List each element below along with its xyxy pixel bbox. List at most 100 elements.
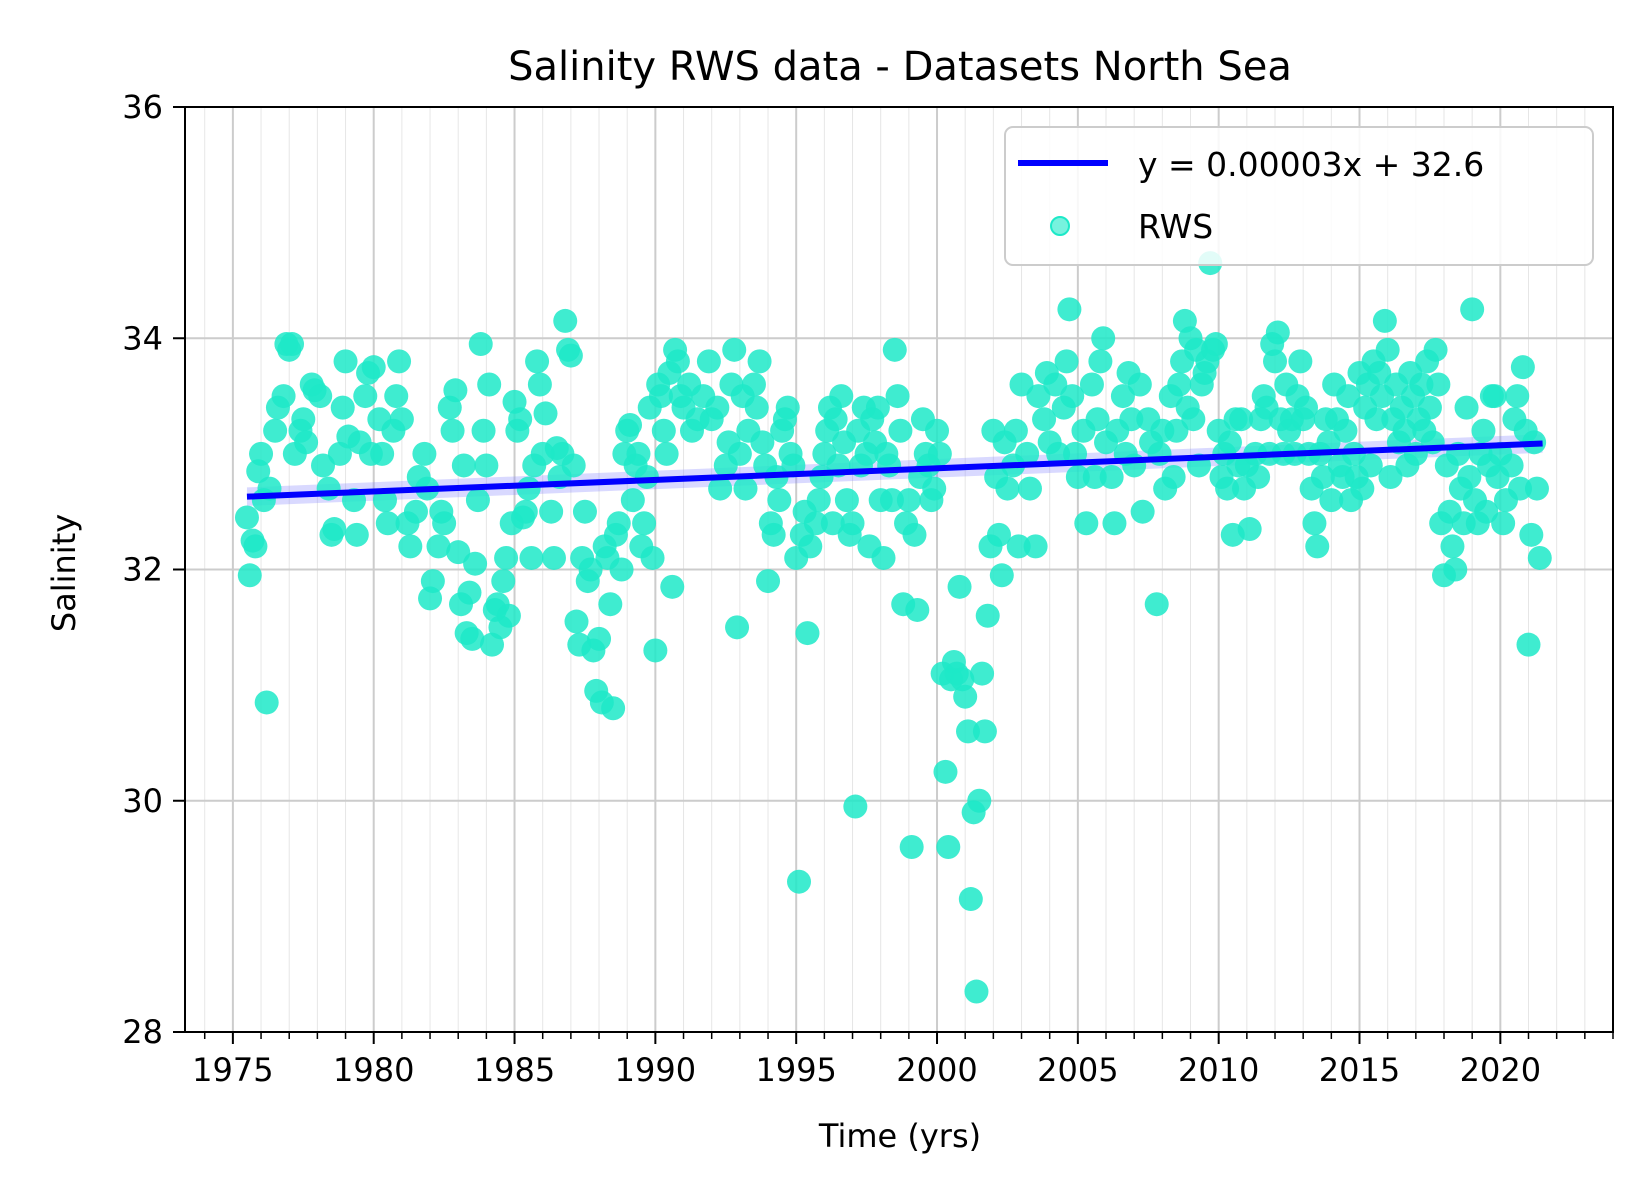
rws-point (1119, 407, 1144, 432)
rws-point (1460, 297, 1485, 322)
rws-point (412, 441, 437, 466)
rws-point (1457, 465, 1482, 489)
rws-point (879, 488, 904, 513)
rws-point (561, 453, 586, 478)
y-tick-label: 28 (122, 1013, 163, 1051)
rws-point (361, 355, 386, 380)
rws-point (465, 488, 490, 513)
rws-point (398, 534, 423, 559)
rws-point (1046, 441, 1071, 466)
rws-point (970, 661, 995, 686)
rws-point (1110, 384, 1135, 409)
rws-point (311, 453, 336, 478)
rws-point (237, 563, 262, 588)
rws-point (834, 488, 859, 513)
rws-point (1288, 349, 1313, 374)
rws-point (722, 337, 747, 362)
rws-point (403, 499, 428, 524)
x-tick-label: 1995 (755, 1051, 836, 1089)
x-tick-label: 1975 (192, 1051, 273, 1089)
rws-point (787, 869, 812, 894)
rws-point (457, 580, 482, 605)
rws-point (609, 557, 634, 582)
rws-point (905, 597, 930, 622)
rws-point (387, 349, 412, 374)
rws-point (1065, 465, 1090, 489)
rws-point (741, 372, 766, 397)
rws-point (761, 522, 786, 547)
rws-point (995, 476, 1020, 501)
rws-point (975, 603, 1000, 628)
rws-point (440, 418, 465, 443)
rws-point (375, 511, 400, 536)
rws-point (1527, 545, 1552, 570)
rws-point (572, 499, 597, 524)
rws-point (420, 569, 445, 594)
rws-point (885, 384, 910, 409)
rws-point (964, 979, 989, 1004)
rws-point (1015, 441, 1040, 466)
x-tick-label: 2005 (1037, 1051, 1118, 1089)
legend-rws-marker (1050, 216, 1070, 236)
rws-point (1009, 372, 1034, 397)
rws-point (294, 430, 319, 455)
rws-point (1508, 476, 1533, 501)
rws-point (1372, 308, 1397, 333)
rws-point (922, 476, 947, 501)
rws-point (578, 557, 603, 582)
rws-point (882, 337, 907, 362)
rws-point (516, 476, 541, 501)
rws-point (823, 407, 848, 432)
rws-point (1085, 407, 1110, 432)
rws-point (1144, 592, 1169, 617)
rws-point (1102, 511, 1127, 536)
rws-point (840, 511, 865, 536)
rws-point (1505, 384, 1530, 409)
rws-point (280, 332, 305, 357)
rws-point (1378, 465, 1403, 489)
rws-point (451, 453, 476, 478)
rws-point (249, 441, 274, 466)
rws-point (733, 476, 758, 501)
rws-point (1454, 395, 1479, 420)
rws-point (1305, 534, 1330, 559)
rws-point (1060, 384, 1085, 409)
rws-point (474, 453, 499, 478)
x-tick-label: 2010 (1178, 1051, 1259, 1089)
rws-point (539, 499, 564, 524)
x-tick-label: 2020 (1460, 1051, 1541, 1089)
rws-point (1215, 476, 1240, 501)
rws-point (871, 545, 896, 570)
y-axis-label: Salinity (45, 514, 83, 632)
x-tick-label: 1990 (615, 1051, 696, 1089)
rws-point (1246, 465, 1271, 489)
rws-point (1057, 297, 1082, 322)
trend-line (246, 440, 1543, 500)
rws-point (322, 517, 347, 542)
rws-point (432, 511, 457, 536)
rws-point (389, 407, 414, 432)
rws-point (744, 395, 769, 420)
rws-point (947, 574, 972, 599)
rws-point (1524, 476, 1549, 501)
rws-point (651, 418, 676, 443)
rws-point (1082, 465, 1107, 489)
rws-point (384, 384, 409, 409)
rws-point (1443, 557, 1468, 582)
rws-point (820, 511, 845, 536)
rws-point (1017, 476, 1042, 501)
rws-point (234, 505, 259, 530)
rws-point (660, 574, 685, 599)
rws-point (1265, 320, 1290, 345)
rws-point (654, 441, 679, 466)
rws-point (533, 401, 558, 426)
rws-point (640, 545, 665, 570)
rws-point (1161, 465, 1186, 489)
trend-line-group (246, 440, 1543, 500)
y-tick-label: 30 (122, 782, 163, 820)
rws-point (254, 690, 279, 715)
rws-point (896, 488, 921, 513)
rws-point (708, 476, 733, 501)
rws-point (1440, 534, 1465, 559)
